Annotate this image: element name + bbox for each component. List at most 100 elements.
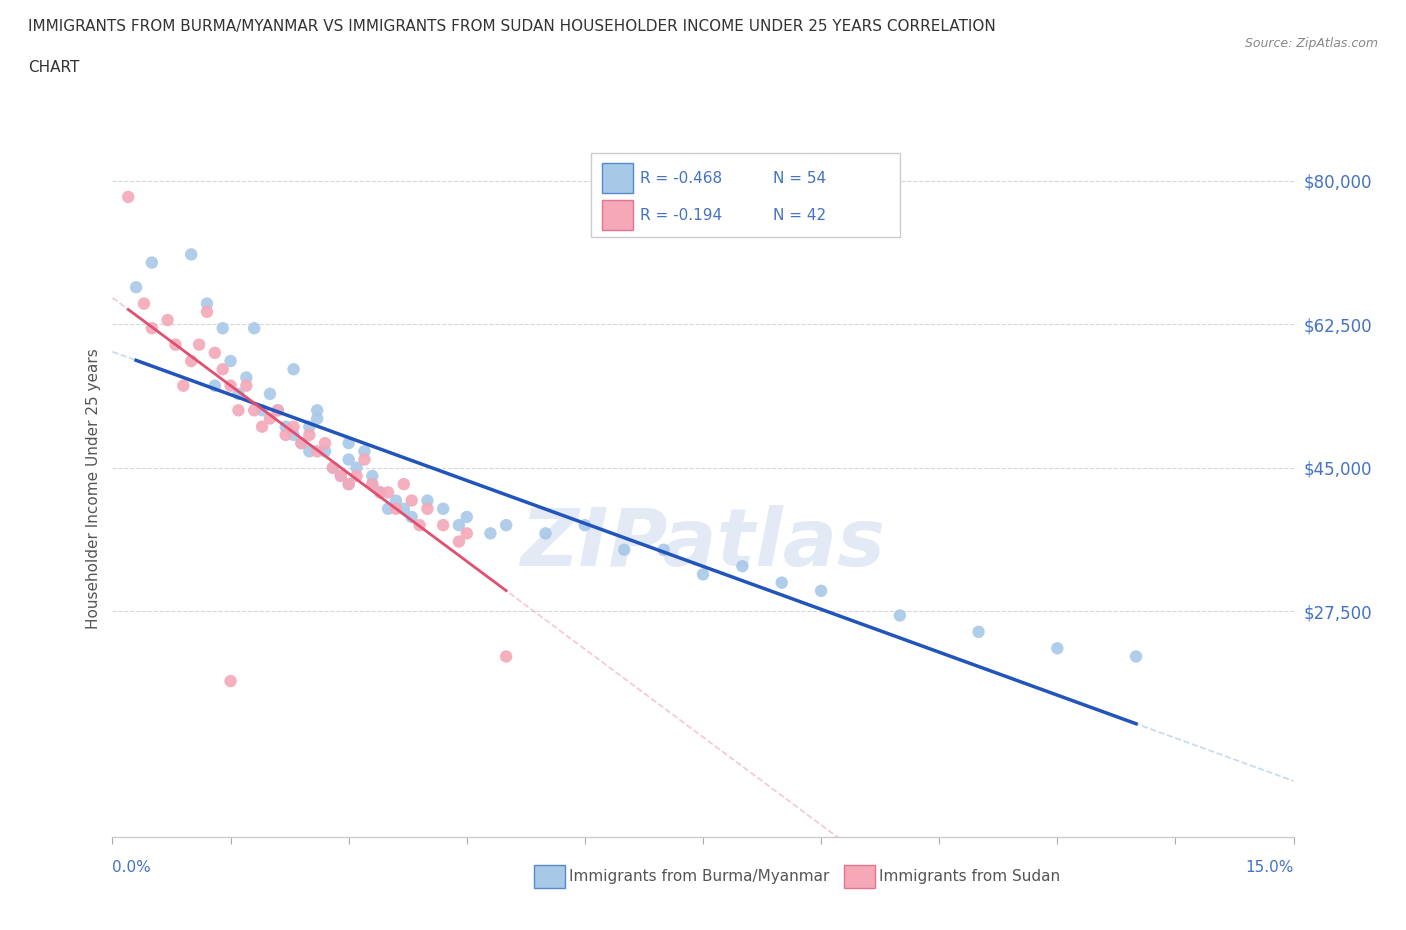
Text: R = -0.468: R = -0.468 — [640, 171, 721, 186]
Point — [314, 435, 336, 450]
Point — [243, 321, 266, 336]
Point — [353, 444, 375, 458]
Text: N = 54: N = 54 — [773, 171, 827, 186]
Point — [204, 379, 226, 393]
Point — [401, 493, 423, 508]
Point — [283, 428, 305, 443]
Point — [385, 493, 408, 508]
Point — [219, 673, 242, 688]
Point — [243, 403, 266, 418]
Point — [219, 353, 242, 368]
Point — [810, 583, 832, 598]
Point — [329, 469, 352, 484]
Point — [967, 624, 990, 639]
Point — [361, 477, 384, 492]
Point — [346, 460, 368, 475]
Point — [180, 353, 202, 368]
Point — [692, 567, 714, 582]
Point — [432, 501, 454, 516]
Point — [368, 485, 391, 499]
Text: R = -0.194: R = -0.194 — [640, 208, 721, 223]
Point — [180, 247, 202, 262]
Text: CHART: CHART — [28, 60, 80, 75]
Point — [337, 435, 360, 450]
Point — [1046, 641, 1069, 656]
Point — [392, 477, 415, 492]
Point — [274, 428, 297, 443]
Point — [322, 460, 344, 475]
Point — [274, 419, 297, 434]
Text: 15.0%: 15.0% — [1246, 860, 1294, 875]
Point — [416, 493, 439, 508]
Point — [456, 510, 478, 525]
Point — [377, 501, 399, 516]
Point — [267, 403, 290, 418]
Point — [377, 485, 399, 499]
Point — [574, 518, 596, 533]
Text: IMMIGRANTS FROM BURMA/MYANMAR VS IMMIGRANTS FROM SUDAN HOUSEHOLDER INCOME UNDER : IMMIGRANTS FROM BURMA/MYANMAR VS IMMIGRA… — [28, 19, 995, 33]
Text: N = 42: N = 42 — [773, 208, 827, 223]
Y-axis label: Householder Income Under 25 years: Householder Income Under 25 years — [86, 348, 101, 629]
Point — [141, 255, 163, 270]
Point — [392, 501, 415, 516]
Point — [408, 518, 430, 533]
Point — [416, 501, 439, 516]
Point — [188, 338, 211, 352]
Point — [432, 518, 454, 533]
Point — [1125, 649, 1147, 664]
Point — [361, 477, 384, 492]
Point — [456, 526, 478, 541]
Point — [172, 379, 194, 393]
Point — [337, 452, 360, 467]
Point — [211, 362, 233, 377]
Point — [479, 526, 502, 541]
Point — [307, 411, 329, 426]
Point — [889, 608, 911, 623]
Point — [770, 575, 793, 590]
Point — [259, 387, 281, 402]
Point — [534, 526, 557, 541]
Point — [156, 312, 179, 327]
Point — [259, 411, 281, 426]
Point — [283, 362, 305, 377]
Point — [290, 435, 312, 450]
Point — [447, 534, 470, 549]
Point — [353, 452, 375, 467]
Point — [307, 403, 329, 418]
Point — [165, 338, 187, 352]
Point — [235, 379, 257, 393]
Point — [652, 542, 675, 557]
Point — [250, 403, 273, 418]
Point — [368, 485, 391, 499]
Point — [132, 296, 155, 311]
Point — [228, 387, 250, 402]
Point — [228, 403, 250, 418]
Text: Immigrants from Sudan: Immigrants from Sudan — [879, 869, 1060, 884]
Point — [447, 518, 470, 533]
Point — [314, 444, 336, 458]
Point — [195, 304, 218, 319]
Point — [361, 469, 384, 484]
Point — [219, 379, 242, 393]
Point — [495, 518, 517, 533]
Point — [211, 321, 233, 336]
Point — [613, 542, 636, 557]
Point — [401, 510, 423, 525]
Point — [385, 501, 408, 516]
Point — [731, 559, 754, 574]
Point — [298, 428, 321, 443]
Point — [195, 296, 218, 311]
Point — [283, 419, 305, 434]
Point — [235, 370, 257, 385]
Text: Immigrants from Burma/Myanmar: Immigrants from Burma/Myanmar — [569, 869, 830, 884]
Point — [322, 460, 344, 475]
Point — [495, 649, 517, 664]
Text: 0.0%: 0.0% — [112, 860, 152, 875]
Point — [337, 477, 360, 492]
Text: Source: ZipAtlas.com: Source: ZipAtlas.com — [1244, 37, 1378, 50]
Point — [204, 345, 226, 360]
Point — [117, 190, 139, 205]
Point — [250, 419, 273, 434]
Point — [337, 477, 360, 492]
Point — [290, 435, 312, 450]
